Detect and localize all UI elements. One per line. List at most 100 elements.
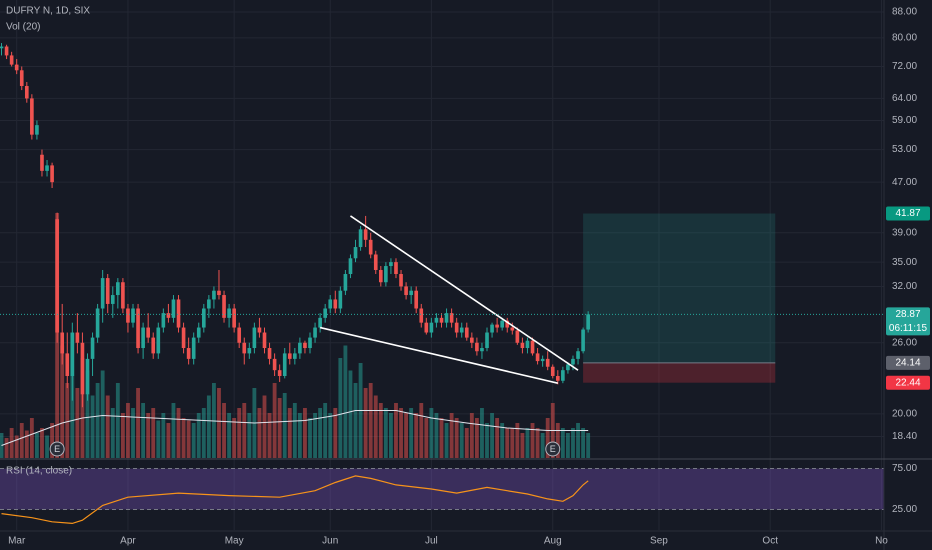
y-tick-label: 47.00 xyxy=(892,177,917,188)
volume-bar xyxy=(247,413,252,458)
volume-bar xyxy=(65,383,70,458)
candle-body xyxy=(277,370,282,377)
volume-bar xyxy=(368,383,373,458)
volume-bar xyxy=(201,408,206,458)
candle-body xyxy=(550,366,555,377)
volume-bar xyxy=(586,433,591,458)
volume-bar xyxy=(464,428,469,458)
chart-title: DUFRY N, 1D, SIX xyxy=(6,6,90,17)
candle-body xyxy=(9,55,14,65)
volume-bar xyxy=(196,413,201,458)
candle-body xyxy=(495,324,499,328)
y-tick-label: 80.00 xyxy=(892,33,917,44)
candle-body xyxy=(45,165,49,171)
volume-ma xyxy=(1,410,589,446)
volume-bar xyxy=(141,403,146,458)
candle-body xyxy=(333,299,338,309)
y-tick-label: 59.00 xyxy=(892,115,917,126)
volume-bar xyxy=(480,408,484,458)
volume-bar xyxy=(257,408,262,458)
volume-bar xyxy=(19,423,24,458)
candle-body xyxy=(85,358,90,395)
volume-bar xyxy=(429,408,434,458)
candle-body xyxy=(201,308,206,328)
candle-body xyxy=(95,308,100,338)
candle-body xyxy=(424,322,429,333)
volume-bar xyxy=(95,383,100,458)
candle-body xyxy=(136,308,140,349)
volume-bar xyxy=(308,418,312,458)
volume-bar xyxy=(90,395,95,458)
candle-body xyxy=(464,327,469,338)
volume-bar xyxy=(394,403,398,458)
candle-body xyxy=(4,46,9,56)
y-tick-label: 35.00 xyxy=(892,257,917,268)
volume-bar xyxy=(348,370,353,458)
candle-body xyxy=(287,353,292,359)
candle-body xyxy=(444,313,449,323)
candle-body xyxy=(0,46,4,49)
candle-body xyxy=(384,266,388,283)
candle-body xyxy=(217,290,221,296)
volume-bar xyxy=(520,433,525,458)
earnings-marker xyxy=(545,441,561,457)
volume-bar xyxy=(404,413,409,458)
volume-bar xyxy=(166,423,171,458)
candle-body xyxy=(257,327,262,333)
volume-bar xyxy=(60,345,65,458)
volume-bar xyxy=(353,383,358,458)
candle-body xyxy=(505,320,510,328)
candle-body xyxy=(161,313,166,328)
candle-body xyxy=(318,317,322,328)
candle-body xyxy=(373,254,378,270)
volume-bar xyxy=(24,430,29,458)
volume-bar xyxy=(338,358,343,458)
volume-bar xyxy=(434,413,439,458)
trendline xyxy=(350,215,579,371)
y-tick-label: 53.00 xyxy=(892,144,917,155)
candle-body xyxy=(19,70,24,87)
volume-bar xyxy=(131,408,135,458)
volume-bar xyxy=(328,413,333,458)
volume-bar xyxy=(303,408,307,458)
rsi-tick-label: 75.00 xyxy=(892,463,917,474)
candle-body xyxy=(242,342,247,354)
volume-bar xyxy=(323,403,328,458)
candle-body xyxy=(141,327,145,349)
candle-body xyxy=(247,348,252,354)
entry-price-label: 24.14 xyxy=(895,358,920,369)
candle-body xyxy=(191,337,196,359)
trendline xyxy=(319,326,558,384)
volume-bar xyxy=(363,388,368,458)
candle-body xyxy=(166,313,171,318)
candle-body xyxy=(566,364,570,371)
volume-bar xyxy=(424,418,429,458)
volume-bar xyxy=(34,433,39,458)
entry-price-box xyxy=(886,355,930,370)
candle-body xyxy=(146,327,150,338)
x-tick-label: Apr xyxy=(120,536,136,547)
rsi-line xyxy=(1,475,589,525)
candle-body xyxy=(60,332,65,354)
candle-body xyxy=(308,337,312,349)
candle-body xyxy=(470,337,474,343)
candle-body xyxy=(338,290,343,309)
volume-bar xyxy=(100,370,105,458)
volume-bar xyxy=(576,423,580,458)
candle-body xyxy=(30,98,34,135)
candle-body xyxy=(328,299,333,309)
volume-bar xyxy=(237,408,242,458)
volume-bar xyxy=(115,383,120,458)
volume-bar xyxy=(409,408,414,458)
volume-bar xyxy=(333,408,338,458)
last-price-countdown: 06:11:15 xyxy=(889,323,928,334)
candle-body xyxy=(100,278,105,309)
volume-bar xyxy=(4,438,9,458)
volume-bar xyxy=(571,428,575,458)
last-price-box xyxy=(886,307,930,336)
volume-bar xyxy=(414,413,419,458)
candle-body xyxy=(439,317,444,323)
volume-label: Vol (20) xyxy=(6,22,40,33)
volume-bar xyxy=(267,413,272,458)
